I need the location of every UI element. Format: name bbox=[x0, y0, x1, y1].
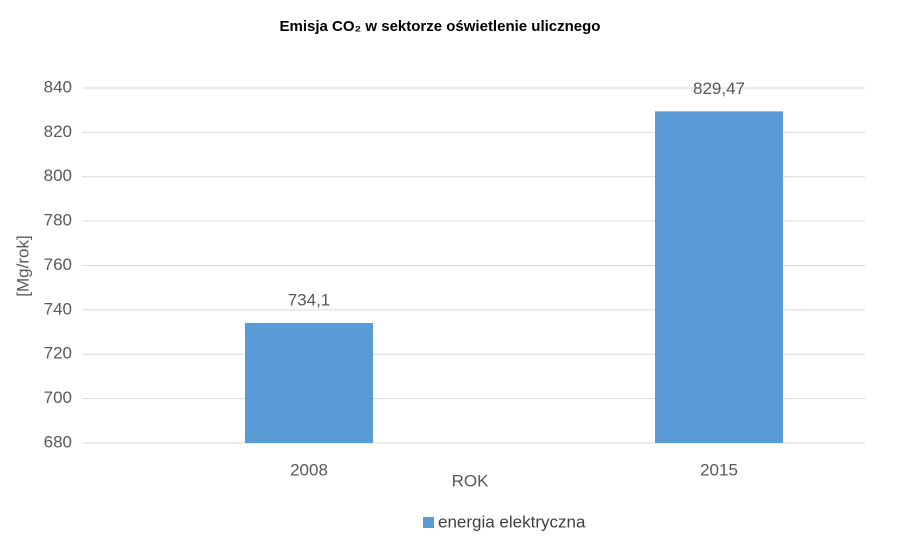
x-tick-label: 2015 bbox=[700, 460, 738, 479]
x-tick-label: 2008 bbox=[290, 460, 328, 479]
y-tick-label: 820 bbox=[44, 122, 72, 141]
y-tick-label: 840 bbox=[44, 77, 72, 96]
y-tick-label: 800 bbox=[44, 166, 72, 185]
y-tick-label: 740 bbox=[44, 299, 72, 318]
y-tick-label: 780 bbox=[44, 211, 72, 230]
x-axis-label: ROK bbox=[452, 471, 490, 490]
legend-swatch bbox=[423, 517, 434, 528]
y-tick-label: 680 bbox=[44, 432, 72, 451]
y-axis-label: [Mg/rok] bbox=[13, 235, 32, 296]
bar bbox=[245, 322, 373, 443]
legend-label: energia elektryczna bbox=[438, 512, 586, 531]
chart-title: Emisja CO₂ w sektorze oświetlenie uliczn… bbox=[280, 18, 601, 35]
data-label: 734,1 bbox=[288, 290, 331, 309]
y-tick-label: 700 bbox=[44, 388, 72, 407]
bar bbox=[655, 111, 783, 443]
data-label: 829,47 bbox=[693, 79, 745, 98]
y-tick-label: 760 bbox=[44, 255, 72, 274]
y-tick-label: 720 bbox=[44, 344, 72, 363]
